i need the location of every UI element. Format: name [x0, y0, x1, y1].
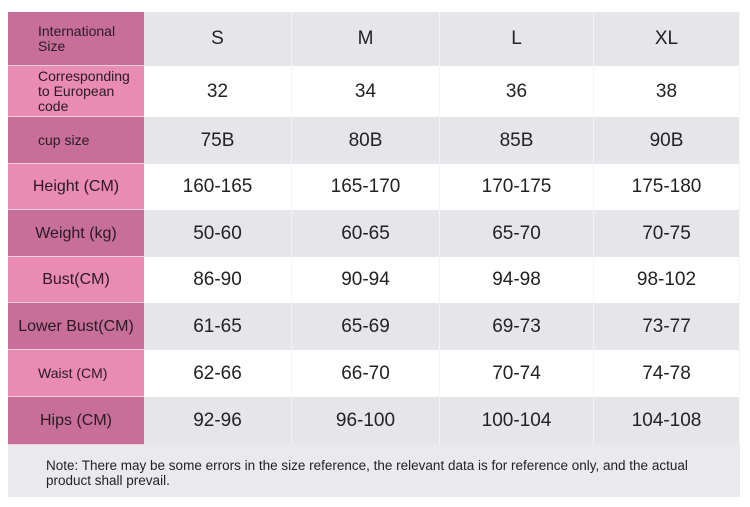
cell: 74-78 — [594, 350, 740, 397]
table-row: Height (CM) 160-165 165-170 170-175 175-180 — [8, 164, 740, 210]
cell: 65-69 — [292, 303, 440, 350]
row-label: Lower Bust(CM) — [8, 303, 144, 350]
row-label: cup size — [8, 117, 144, 164]
cell: 90B — [594, 117, 740, 164]
cell: 70-75 — [594, 210, 740, 257]
row-label: Corresponding to European code — [8, 66, 144, 117]
cell: 66-70 — [292, 350, 440, 397]
row-label: Height (CM) — [8, 164, 144, 210]
table-row: Bust(CM) 86-90 90-94 94-98 98-102 — [8, 257, 740, 303]
cell: 92-96 — [144, 397, 292, 445]
cell: 98-102 — [594, 257, 740, 303]
cell: 36 — [440, 66, 594, 117]
cell: 32 — [144, 66, 292, 117]
cell: 100-104 — [440, 397, 594, 445]
table-row: Corresponding to European code 32 34 36 38 — [8, 66, 740, 117]
header-row: International Size S M L XL — [8, 12, 740, 66]
cell: 70-74 — [440, 350, 594, 397]
cell: 104-108 — [594, 397, 740, 445]
cell: 96-100 — [292, 397, 440, 445]
cell: 60-65 — [292, 210, 440, 257]
cell: 65-70 — [440, 210, 594, 257]
row-label: Bust(CM) — [8, 257, 144, 303]
cell: 80B — [292, 117, 440, 164]
row-label: Weight (kg) — [8, 210, 144, 257]
cell: 75B — [144, 117, 292, 164]
row-label: Hips (CM) — [8, 397, 144, 445]
header-label: International Size — [8, 12, 144, 66]
header-cell: S — [144, 12, 292, 66]
cell: 69-73 — [440, 303, 594, 350]
cell: 165-170 — [292, 164, 440, 210]
header-cell: L — [440, 12, 594, 66]
cell: 170-175 — [440, 164, 594, 210]
cell: 50-60 — [144, 210, 292, 257]
header-cell: XL — [594, 12, 740, 66]
table-row: Lower Bust(CM) 61-65 65-69 69-73 73-77 — [8, 303, 740, 350]
size-table: Note: There may be some errors in the si… — [8, 12, 740, 497]
cell: 62-66 — [144, 350, 292, 397]
cell: 38 — [594, 66, 740, 117]
cell: 86-90 — [144, 257, 292, 303]
cell: 34 — [292, 66, 440, 117]
cell: 90-94 — [292, 257, 440, 303]
cell: 175-180 — [594, 164, 740, 210]
note: Note: There may be some errors in the si… — [46, 458, 688, 488]
cell: 61-65 — [144, 303, 292, 350]
cell: 94-98 — [440, 257, 594, 303]
table-row: Waist (CM) 62-66 66-70 70-74 74-78 — [8, 350, 740, 397]
table-row: Weight (kg) 50-60 60-65 65-70 70-75 — [8, 210, 740, 257]
table-row: Hips (CM) 92-96 96-100 100-104 104-108 — [8, 397, 740, 445]
header-cell: M — [292, 12, 440, 66]
row-label: Waist (CM) — [8, 350, 144, 397]
cell: 160-165 — [144, 164, 292, 210]
cell: 73-77 — [594, 303, 740, 350]
cell: 85B — [440, 117, 594, 164]
table-row: cup size 75B 80B 85B 90B — [8, 117, 740, 164]
